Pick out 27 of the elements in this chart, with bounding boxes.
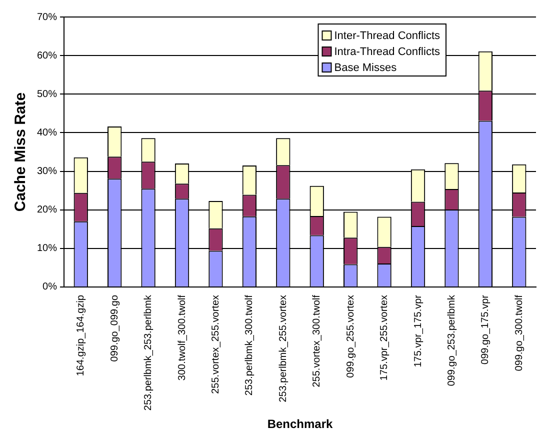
x-tick-label: 300.twolf_300.twolf [176,294,188,381]
y-tick-label: 60% [37,50,58,62]
x-tick-label: 164.gzip_164.gzip [76,294,87,376]
y-tick-label: 20% [37,204,58,216]
x-tick-label: 099.go_255.vortex [345,294,356,378]
legend-label: Inter-Thread Conflicts [334,30,440,42]
x-tick-label: 175.vpr_175.vpr [412,294,424,368]
legend-label: Base Misses [334,62,398,74]
y-tick-label: 70% [37,12,58,23]
legend-label: Intra-Thread Conflicts [334,46,440,58]
x-tick-label: 253.perlbmk_300.twolf [244,294,256,396]
x-axis-title: Benchmark [267,417,334,432]
y-tick-label: 40% [37,127,58,138]
x-tick-label: 253.perlbmk_255.vortex [278,294,289,402]
x-tick-label: 099.go_253.perlbmk [446,294,458,386]
y-tick-label: 0% [42,282,58,293]
x-tick-label: 255.vortex_255.vortex [210,294,222,394]
x-tick-label: 099.go_099.go [109,294,120,362]
y-tick-label: 50% [37,88,58,100]
x-tick-label: 253.perlbmk_253.perlbmk [143,294,154,411]
x-tick-label: 255.vortex_300.twolf [312,294,323,388]
x-tick-label: 099.go_175.vpr [480,294,492,364]
y-axis-title: Cache Miss Rate [12,92,30,212]
x-tick-label: 175.vpr_255.vortex [379,294,390,381]
y-tick-label: 30% [37,166,58,178]
x-tick-label: 099.go_300.twolf [514,294,525,372]
y-tick-label: 10% [37,243,58,254]
